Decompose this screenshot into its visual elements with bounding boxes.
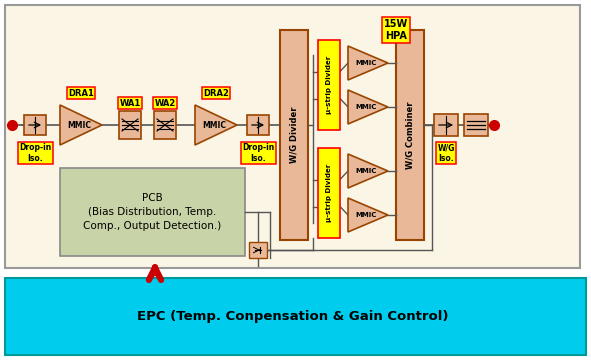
Text: W/G Combiner: W/G Combiner — [405, 101, 414, 169]
Text: MMIC: MMIC — [355, 104, 376, 110]
Polygon shape — [195, 105, 237, 145]
Bar — [464, 114, 488, 136]
Bar — [396, 30, 424, 240]
Text: Drop-in
Iso.: Drop-in Iso. — [242, 143, 274, 163]
Bar — [154, 111, 176, 139]
Text: MMIC: MMIC — [355, 212, 376, 218]
Text: MMIC: MMIC — [202, 121, 226, 130]
Text: MMIC: MMIC — [355, 60, 376, 66]
Text: W/G Divider: W/G Divider — [290, 107, 298, 163]
Text: μ-strip Divider: μ-strip Divider — [326, 164, 332, 222]
Bar — [119, 111, 141, 139]
Bar — [249, 242, 267, 258]
Text: WA1: WA1 — [119, 99, 141, 108]
Polygon shape — [348, 198, 388, 232]
Polygon shape — [348, 90, 388, 124]
Polygon shape — [348, 46, 388, 80]
Text: 15W
HPA: 15W HPA — [384, 19, 408, 41]
Bar — [280, 30, 308, 240]
Text: MMIC: MMIC — [355, 168, 376, 174]
Text: EPC (Temp. Conpensation & Gain Control): EPC (Temp. Conpensation & Gain Control) — [137, 310, 449, 323]
Bar — [60, 168, 245, 256]
Bar — [434, 114, 458, 136]
Text: DRA1: DRA1 — [68, 88, 94, 97]
Bar — [5, 5, 580, 268]
Bar — [24, 115, 46, 135]
Bar — [5, 278, 586, 355]
Text: WA2: WA2 — [154, 99, 176, 108]
Text: PCB
(Bias Distribution, Temp.
Comp., Output Detection.): PCB (Bias Distribution, Temp. Comp., Out… — [83, 193, 222, 231]
Text: DRA2: DRA2 — [203, 88, 229, 97]
Text: W/G
Iso.: W/G Iso. — [437, 143, 454, 163]
Bar — [318, 148, 340, 238]
Bar — [247, 115, 269, 135]
Text: μ-strip Divider: μ-strip Divider — [326, 56, 332, 114]
Polygon shape — [60, 105, 102, 145]
Text: MMIC: MMIC — [67, 121, 91, 130]
Polygon shape — [348, 154, 388, 188]
Bar — [318, 40, 340, 130]
Text: Drop-in
Iso.: Drop-in Iso. — [19, 143, 51, 163]
